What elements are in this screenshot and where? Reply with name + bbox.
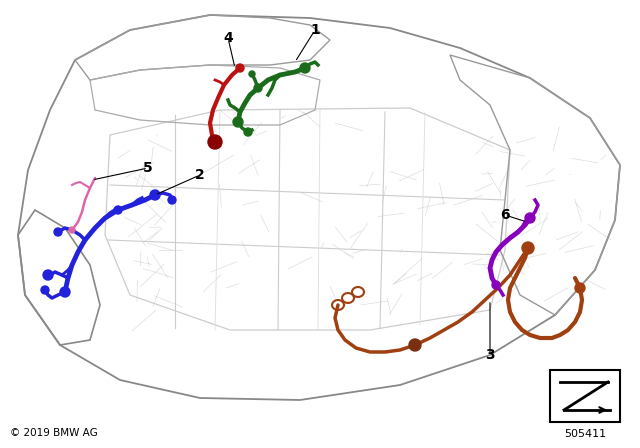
Text: 505411: 505411: [564, 429, 606, 439]
Circle shape: [114, 206, 122, 214]
Circle shape: [60, 287, 70, 297]
Text: 3: 3: [485, 348, 495, 362]
Circle shape: [54, 228, 62, 236]
Circle shape: [244, 128, 252, 136]
Text: 4: 4: [223, 31, 233, 45]
Circle shape: [300, 63, 310, 73]
Circle shape: [575, 283, 585, 293]
Circle shape: [41, 286, 49, 294]
Text: © 2019 BMW AG: © 2019 BMW AG: [10, 428, 98, 438]
Circle shape: [150, 190, 160, 200]
Circle shape: [233, 117, 243, 127]
Circle shape: [69, 227, 75, 233]
Circle shape: [168, 196, 176, 204]
Circle shape: [43, 270, 53, 280]
Circle shape: [254, 84, 262, 92]
Text: 6: 6: [500, 208, 510, 222]
Circle shape: [409, 339, 421, 351]
Circle shape: [236, 64, 244, 72]
Circle shape: [208, 135, 222, 149]
Text: 5: 5: [143, 161, 153, 175]
Text: 2: 2: [195, 168, 205, 182]
Circle shape: [522, 242, 534, 254]
Text: 1: 1: [310, 23, 320, 37]
Bar: [550, 370, 620, 422]
Circle shape: [492, 281, 500, 289]
Circle shape: [249, 71, 255, 77]
Circle shape: [525, 213, 535, 223]
